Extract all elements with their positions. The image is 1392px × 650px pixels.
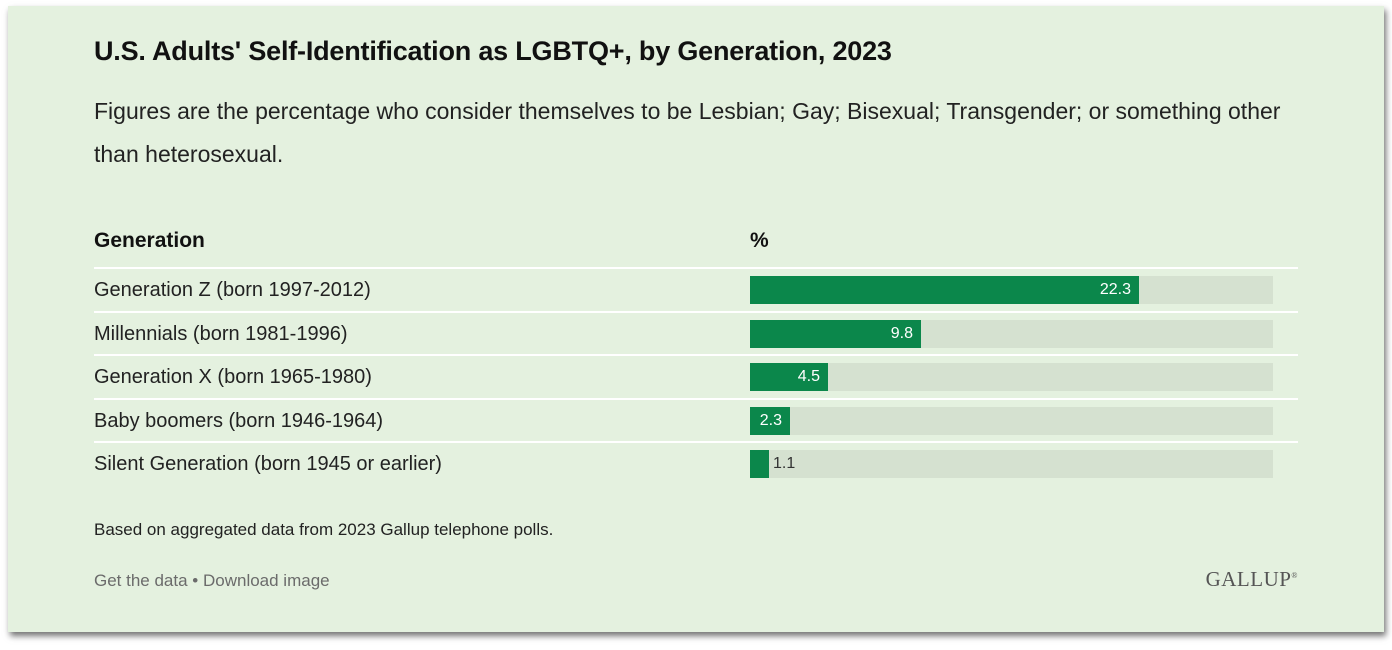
category-label: Generation Z (born 1997-2012) (94, 279, 371, 301)
bar (750, 363, 828, 391)
data-label: 1.1 (773, 455, 796, 472)
data-label: 4.5 (797, 368, 820, 385)
category-label: Silent Generation (born 1945 or earlier) (94, 453, 442, 475)
gallup-logo-text: GALLUP (1205, 567, 1292, 591)
link-separator: • (187, 571, 203, 590)
bar-track: 1.1 (750, 450, 1273, 478)
table-row: Silent Generation (born 1945 or earlier)… (94, 441, 1298, 485)
table-row: Generation Z (born 1997-2012) 22.3 (94, 267, 1298, 311)
gallup-logo: GALLUP® (1205, 567, 1298, 591)
column-header-percent: % (750, 229, 769, 252)
footnote: Based on aggregated data from 2023 Gallu… (94, 520, 554, 539)
data-label: 2.3 (759, 411, 782, 429)
column-header-generation: Generation (94, 229, 205, 252)
bar-track: 2.3 (750, 406, 1273, 435)
download-image-link[interactable]: Download image (202, 571, 330, 590)
bar (750, 450, 769, 478)
get-data-link[interactable]: Get the data (94, 571, 188, 590)
chart-card: U.S. Adults' Self-Identification as LGBT… (8, 6, 1384, 632)
chart-subtitle: Figures are the percentage who consider … (94, 98, 1281, 167)
bar (750, 406, 790, 435)
bar (750, 276, 1139, 304)
category-label: Baby boomers (born 1946-1964) (94, 409, 384, 432)
category-label: Millennials (born 1981-1996) (94, 322, 348, 345)
bar-rows: Generation Z (born 1997-2012) 22.3 Millenn… (94, 267, 1298, 485)
footer-links: Get the data • Download image (94, 571, 330, 591)
chart-title: U.S. Adults' Self-Identification as LGBT… (94, 36, 892, 66)
table-row: Generation X (born 1965-1980) 4.5 (94, 354, 1298, 398)
bar (750, 319, 921, 348)
data-label: 9.8 (890, 324, 913, 342)
data-label: 22.3 (1099, 281, 1131, 298)
table-row: Millennials (born 1981-1996) 9.8 (94, 310, 1298, 355)
bar-track: 9.8 (750, 319, 1273, 348)
category-label: Generation X (born 1965-1980) (94, 366, 372, 388)
bar-track: 4.5 (750, 363, 1273, 391)
bar-track: 22.3 (750, 276, 1273, 304)
table-row: Baby boomers (born 1946-1964) 2.3 (94, 397, 1298, 442)
